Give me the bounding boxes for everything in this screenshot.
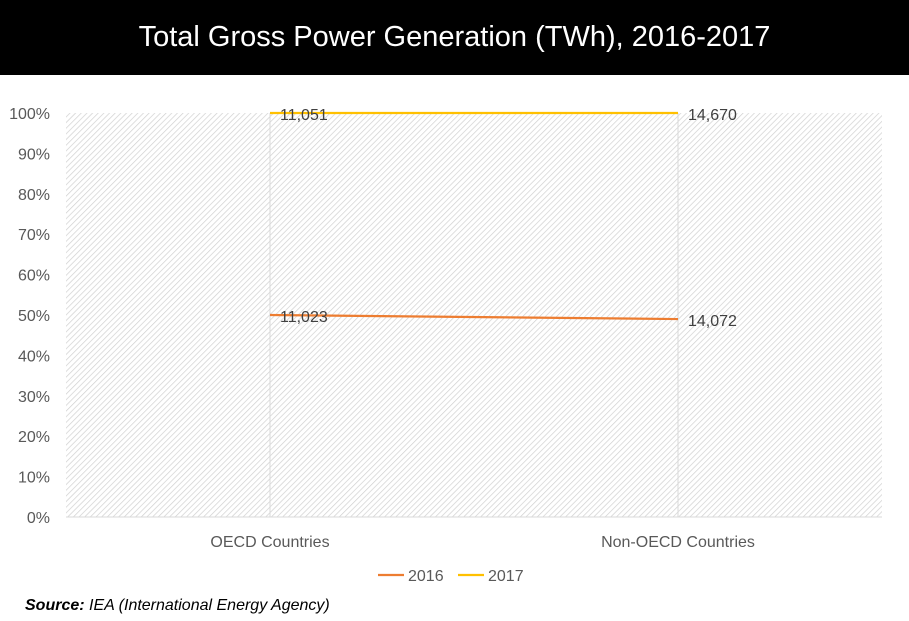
series-line-2016 [269, 313, 679, 321]
y-tick-label: 10% [18, 470, 50, 487]
y-tick-label: 0% [27, 510, 50, 527]
data-label: 14,072 [688, 313, 737, 330]
x-tick-label: Non-OECD Countries [601, 534, 755, 551]
y-tick-label: 70% [18, 227, 50, 244]
y-tick-label: 40% [18, 348, 50, 365]
x-tick-label: OECD Countries [210, 534, 329, 551]
plot-area [66, 113, 882, 517]
source-label: Source: [25, 597, 85, 614]
y-tick-label: 80% [18, 187, 50, 204]
line-chart: 0% 10% 20% 30% 40% 50% 60% 70% 80% 90% 100% OECD C… [9, 106, 882, 585]
title-bar: Total Gross Power Generation (TWh), 2016… [0, 0, 909, 75]
y-tick-label: 50% [18, 308, 50, 325]
source-note: Source: IEA (International Energy Agency… [25, 597, 330, 615]
source-text: IEA (International Energy Agency) [84, 597, 330, 614]
y-tick-label: 100% [9, 106, 50, 123]
data-label: 11,023 [280, 309, 328, 326]
y-tick-label: 90% [18, 146, 50, 163]
y-tick-label: 30% [18, 389, 50, 406]
y-tick-label: 20% [18, 429, 50, 446]
y-tick-label: 60% [18, 268, 50, 285]
chart-title: Total Gross Power Generation (TWh), 2016… [138, 21, 771, 53]
data-label: 11,051 [280, 107, 328, 124]
data-label: 14,670 [688, 107, 737, 124]
legend-label: 2017 [488, 568, 524, 585]
legend-label: 2016 [408, 568, 444, 585]
